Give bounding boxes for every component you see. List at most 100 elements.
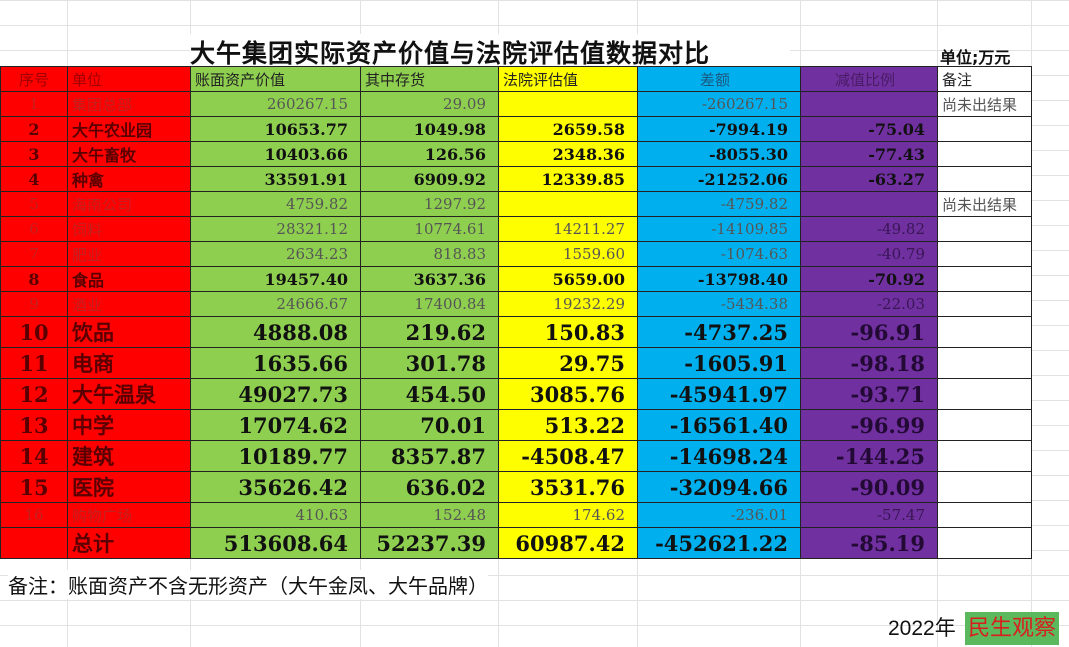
cell-book-value[interactable]: 410.63 <box>190 502 361 528</box>
cell-unit[interactable]: 酒业 <box>67 291 191 317</box>
cell-court-valuation[interactable]: 150.83 <box>498 316 638 348</box>
cell-index[interactable]: 6 <box>0 216 68 242</box>
cell-index[interactable]: 7 <box>0 241 68 267</box>
cell-book-value[interactable]: 1635.66 <box>190 347 361 379</box>
cell-remarks[interactable]: 尚未出结果 <box>937 91 1032 117</box>
cell-inventory[interactable]: 219.62 <box>360 316 499 348</box>
cell-inventory[interactable]: 1049.98 <box>360 116 499 142</box>
cell-remarks[interactable] <box>937 527 1032 559</box>
cell-inventory[interactable]: 818.83 <box>360 241 499 267</box>
cell-court-valuation[interactable] <box>498 91 638 117</box>
cell-difference[interactable]: -32094.66 <box>637 471 801 503</box>
cell-unit[interactable]: 总计 <box>67 527 191 559</box>
cell-court-valuation[interactable]: 12339.85 <box>498 166 638 192</box>
cell-book-value[interactable]: 24666.67 <box>190 291 361 317</box>
cell-unit[interactable]: 饮品 <box>67 316 191 348</box>
cell-court-valuation[interactable]: 3531.76 <box>498 471 638 503</box>
cell-impairment-ratio[interactable]: -93.71 <box>800 378 938 410</box>
header-inventory[interactable]: 其中存货 <box>360 66 499 92</box>
cell-difference[interactable]: -260267.15 <box>637 91 801 117</box>
cell-impairment-ratio[interactable]: -96.91 <box>800 316 938 348</box>
cell-court-valuation[interactable]: 174.62 <box>498 502 638 528</box>
cell-impairment-ratio[interactable]: -22.03 <box>800 291 938 317</box>
cell-unit[interactable]: 种禽 <box>67 166 191 192</box>
cell-remarks[interactable] <box>937 166 1032 192</box>
cell-index[interactable]: 8 <box>0 266 68 292</box>
cell-difference[interactable]: -236.01 <box>637 502 801 528</box>
cell-court-valuation[interactable]: 19232.29 <box>498 291 638 317</box>
cell-book-value[interactable]: 10653.77 <box>190 116 361 142</box>
cell-difference[interactable]: -452621.22 <box>637 527 801 559</box>
cell-impairment-ratio[interactable]: -57.47 <box>800 502 938 528</box>
cell-index[interactable]: 10 <box>0 316 68 348</box>
cell-court-valuation[interactable] <box>498 191 638 217</box>
cell-unit[interactable]: 大午农业园 <box>67 116 191 142</box>
cell-impairment-ratio[interactable]: -90.09 <box>800 471 938 503</box>
header-book-value[interactable]: 账面资产价值 <box>190 66 361 92</box>
cell-index[interactable]: 9 <box>0 291 68 317</box>
cell-inventory[interactable]: 301.78 <box>360 347 499 379</box>
cell-index[interactable]: 1 <box>0 91 68 117</box>
cell-inventory[interactable]: 70.01 <box>360 409 499 441</box>
cell-unit[interactable]: 中学 <box>67 409 191 441</box>
cell-impairment-ratio[interactable]: -96.99 <box>800 409 938 441</box>
cell-difference[interactable]: -8055.30 <box>637 141 801 167</box>
cell-court-valuation[interactable]: -4508.47 <box>498 440 638 472</box>
cell-unit[interactable]: 食品 <box>67 266 191 292</box>
cell-inventory[interactable]: 126.56 <box>360 141 499 167</box>
cell-remarks[interactable]: 尚未出结果 <box>937 191 1032 217</box>
cell-unit[interactable]: 集团总部 <box>67 91 191 117</box>
cell-difference[interactable]: -13798.40 <box>637 266 801 292</box>
cell-inventory[interactable]: 10774.61 <box>360 216 499 242</box>
cell-impairment-ratio[interactable]: -85.19 <box>800 527 938 559</box>
cell-index[interactable]: 15 <box>0 471 68 503</box>
cell-remarks[interactable] <box>937 409 1032 441</box>
cell-remarks[interactable] <box>937 347 1032 379</box>
cell-difference[interactable]: -14698.24 <box>637 440 801 472</box>
cell-book-value[interactable]: 10189.77 <box>190 440 361 472</box>
cell-remarks[interactable] <box>937 378 1032 410</box>
cell-court-valuation[interactable]: 513.22 <box>498 409 638 441</box>
cell-book-value[interactable]: 4888.08 <box>190 316 361 348</box>
cell-difference[interactable]: -5434.38 <box>637 291 801 317</box>
cell-index[interactable] <box>0 527 68 559</box>
cell-book-value[interactable]: 35626.42 <box>190 471 361 503</box>
cell-inventory[interactable]: 29.09 <box>360 91 499 117</box>
cell-court-valuation[interactable]: 1559.60 <box>498 241 638 267</box>
cell-impairment-ratio[interactable]: -77.43 <box>800 141 938 167</box>
cell-impairment-ratio[interactable] <box>800 91 938 117</box>
cell-index[interactable]: 14 <box>0 440 68 472</box>
cell-difference[interactable]: -4737.25 <box>637 316 801 348</box>
cell-unit[interactable]: 电商 <box>67 347 191 379</box>
cell-remarks[interactable] <box>937 502 1032 528</box>
cell-book-value[interactable]: 10403.66 <box>190 141 361 167</box>
cell-index[interactable]: 13 <box>0 409 68 441</box>
cell-remarks[interactable] <box>937 241 1032 267</box>
cell-difference[interactable]: -7994.19 <box>637 116 801 142</box>
header-unit[interactable]: 单位 <box>67 66 191 92</box>
cell-book-value[interactable]: 260267.15 <box>190 91 361 117</box>
cell-index[interactable]: 5 <box>0 191 68 217</box>
cell-difference[interactable]: -1074.63 <box>637 241 801 267</box>
cell-inventory[interactable]: 1297.92 <box>360 191 499 217</box>
cell-difference[interactable]: -16561.40 <box>637 409 801 441</box>
cell-book-value[interactable]: 19457.40 <box>190 266 361 292</box>
cell-unit[interactable]: 建筑 <box>67 440 191 472</box>
cell-book-value[interactable]: 17074.62 <box>190 409 361 441</box>
cell-inventory[interactable]: 3637.36 <box>360 266 499 292</box>
cell-index[interactable]: 11 <box>0 347 68 379</box>
cell-remarks[interactable] <box>937 440 1032 472</box>
cell-remarks[interactable] <box>937 141 1032 167</box>
header-court-valuation[interactable]: 法院评估值 <box>498 66 638 92</box>
cell-court-valuation[interactable]: 60987.42 <box>498 527 638 559</box>
cell-remarks[interactable] <box>937 316 1032 348</box>
cell-impairment-ratio[interactable] <box>800 191 938 217</box>
cell-difference[interactable]: -21252.06 <box>637 166 801 192</box>
cell-unit[interactable]: 海南公司 <box>67 191 191 217</box>
cell-book-value[interactable]: 28321.12 <box>190 216 361 242</box>
cell-remarks[interactable] <box>937 116 1032 142</box>
header-remarks[interactable]: 备注 <box>937 66 1032 92</box>
cell-unit[interactable]: 大午温泉 <box>67 378 191 410</box>
cell-book-value[interactable]: 4759.82 <box>190 191 361 217</box>
cell-book-value[interactable]: 49027.73 <box>190 378 361 410</box>
